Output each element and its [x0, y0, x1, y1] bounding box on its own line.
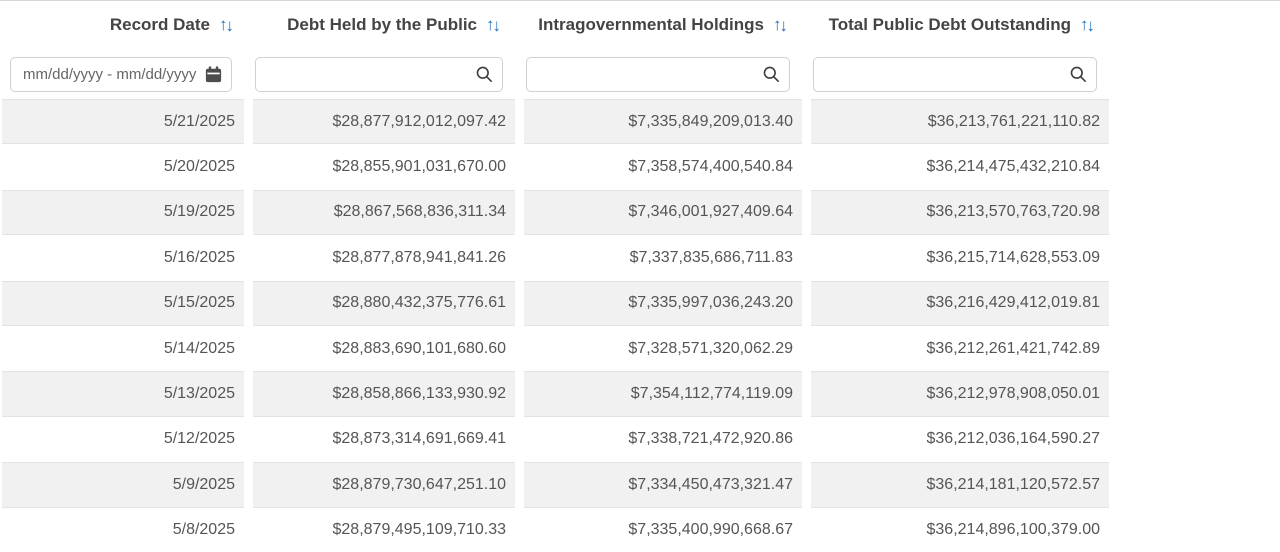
- cell-total-public-debt-outstanding: $36,212,036,164,590.27: [811, 417, 1109, 462]
- cell-intragovernmental-holdings: $7,335,400,990,668.67: [524, 508, 802, 552]
- cell-intragovernmental-holdings: $7,334,450,473,321.47: [524, 462, 802, 507]
- column-header-debt-held-by-the-public[interactable]: Debt Held by the Public ↑↓: [253, 15, 515, 35]
- cell-intragovernmental-holdings: $7,328,571,320,062.29: [524, 326, 802, 371]
- column-header-label: Record Date: [110, 15, 210, 35]
- cell-debt-held-by-the-public: $28,867,568,836,311.34: [253, 190, 515, 235]
- cell-total-public-debt-outstanding: $36,213,761,221,110.82: [811, 99, 1109, 144]
- cell-debt-held-by-the-public: $28,858,866,133,930.92: [253, 371, 515, 416]
- column-header-record-date[interactable]: Record Date ↑↓: [2, 15, 244, 35]
- cell-debt-held-by-the-public: $28,877,912,012,097.42: [253, 99, 515, 144]
- cell-debt-held-by-the-public: $28,883,690,101,680.60: [253, 326, 515, 371]
- filter-cell-intragovernmental-holdings: [526, 57, 790, 92]
- cell-record-date: 5/14/2025: [2, 326, 244, 371]
- column-header-total-public-debt-outstanding[interactable]: Total Public Debt Outstanding ↑↓: [811, 15, 1109, 35]
- sort-arrows-icon[interactable]: ↑↓: [773, 17, 786, 34]
- table-row: 5/15/2025$28,880,432,375,776.61$7,335,99…: [0, 281, 1280, 326]
- search-icon: [761, 64, 781, 84]
- table-row: 5/21/2025$28,877,912,012,097.42$7,335,84…: [0, 99, 1280, 144]
- filter-cell-record-date: [10, 57, 232, 92]
- debt-to-the-penny-table-page: Record Date↑↓Debt Held by the Public↑↓In…: [0, 0, 1280, 552]
- cell-total-public-debt-outstanding: $36,215,714,628,553.09: [811, 235, 1109, 280]
- sort-arrows-icon[interactable]: ↑↓: [1080, 17, 1093, 34]
- table-row: 5/20/2025$28,855,901,031,670.00$7,358,57…: [0, 144, 1280, 189]
- column-header-label: Intragovernmental Holdings: [538, 15, 764, 35]
- cell-total-public-debt-outstanding: $36,212,261,421,742.89: [811, 326, 1109, 371]
- cell-debt-held-by-the-public: $28,877,878,941,841.26: [253, 235, 515, 280]
- cell-debt-held-by-the-public: $28,880,432,375,776.61: [253, 281, 515, 326]
- sort-arrows-icon[interactable]: ↑↓: [486, 17, 499, 34]
- cell-total-public-debt-outstanding: $36,214,475,432,210.84: [811, 144, 1109, 189]
- table-row: 5/8/2025$28,879,495,109,710.33$7,335,400…: [0, 508, 1280, 552]
- cell-debt-held-by-the-public: $28,879,730,647,251.10: [253, 462, 515, 507]
- filter-input-debt-held-by-the-public[interactable]: [255, 57, 503, 92]
- search-icon: [1068, 64, 1088, 84]
- table-header-row: Record Date↑↓Debt Held by the Public↑↓In…: [0, 1, 1280, 49]
- table-row: 5/12/2025$28,873,314,691,669.41$7,338,72…: [0, 417, 1280, 462]
- filter-input-record-date[interactable]: [10, 57, 232, 92]
- cell-debt-held-by-the-public: $28,855,901,031,670.00: [253, 144, 515, 189]
- cell-intragovernmental-holdings: $7,354,112,774,119.09: [524, 371, 802, 416]
- filter-input-total-public-debt-outstanding[interactable]: [813, 57, 1097, 92]
- cell-intragovernmental-holdings: $7,337,835,686,711.83: [524, 235, 802, 280]
- table-row: 5/9/2025$28,879,730,647,251.10$7,334,450…: [0, 462, 1280, 507]
- filter-cell-debt-held-by-the-public: [255, 57, 503, 92]
- cell-record-date: 5/20/2025: [2, 144, 244, 189]
- cell-intragovernmental-holdings: $7,338,721,472,920.86: [524, 417, 802, 462]
- cell-record-date: 5/13/2025: [2, 371, 244, 416]
- search-icon: [474, 64, 494, 84]
- cell-record-date: 5/8/2025: [2, 508, 244, 552]
- cell-record-date: 5/16/2025: [2, 235, 244, 280]
- cell-total-public-debt-outstanding: $36,216,429,412,019.81: [811, 281, 1109, 326]
- cell-record-date: 5/12/2025: [2, 417, 244, 462]
- cell-record-date: 5/19/2025: [2, 190, 244, 235]
- table-row: 5/16/2025$28,877,878,941,841.26$7,337,83…: [0, 235, 1280, 280]
- cell-intragovernmental-holdings: $7,346,001,927,409.64: [524, 190, 802, 235]
- cell-record-date: 5/15/2025: [2, 281, 244, 326]
- table-row: 5/14/2025$28,883,690,101,680.60$7,328,57…: [0, 326, 1280, 371]
- cell-debt-held-by-the-public: $28,873,314,691,669.41: [253, 417, 515, 462]
- column-header-label: Total Public Debt Outstanding: [829, 15, 1071, 35]
- table-row: 5/13/2025$28,858,866,133,930.92$7,354,11…: [0, 371, 1280, 416]
- cell-total-public-debt-outstanding: $36,214,896,100,379.00: [811, 508, 1109, 552]
- column-header-intragovernmental-holdings[interactable]: Intragovernmental Holdings ↑↓: [524, 15, 802, 35]
- cell-record-date: 5/21/2025: [2, 99, 244, 144]
- cell-total-public-debt-outstanding: $36,213,570,763,720.98: [811, 190, 1109, 235]
- cell-debt-held-by-the-public: $28,879,495,109,710.33: [253, 508, 515, 552]
- table-row: 5/19/2025$28,867,568,836,311.34$7,346,00…: [0, 190, 1280, 235]
- calendar-icon[interactable]: [203, 64, 223, 84]
- filter-cell-total-public-debt-outstanding: [813, 57, 1097, 92]
- cell-record-date: 5/9/2025: [2, 462, 244, 507]
- column-header-label: Debt Held by the Public: [287, 15, 477, 35]
- cell-total-public-debt-outstanding: $36,214,181,120,572.57: [811, 462, 1109, 507]
- cell-intragovernmental-holdings: $7,335,849,209,013.40: [524, 99, 802, 144]
- cell-intragovernmental-holdings: $7,335,997,036,243.20: [524, 281, 802, 326]
- cell-total-public-debt-outstanding: $36,212,978,908,050.01: [811, 371, 1109, 416]
- table-filter-row: [0, 49, 1280, 99]
- cell-intragovernmental-holdings: $7,358,574,400,540.84: [524, 144, 802, 189]
- table-body: 5/21/2025$28,877,912,012,097.42$7,335,84…: [0, 99, 1280, 552]
- sort-arrows-icon[interactable]: ↑↓: [219, 17, 232, 34]
- filter-input-intragovernmental-holdings[interactable]: [526, 57, 790, 92]
